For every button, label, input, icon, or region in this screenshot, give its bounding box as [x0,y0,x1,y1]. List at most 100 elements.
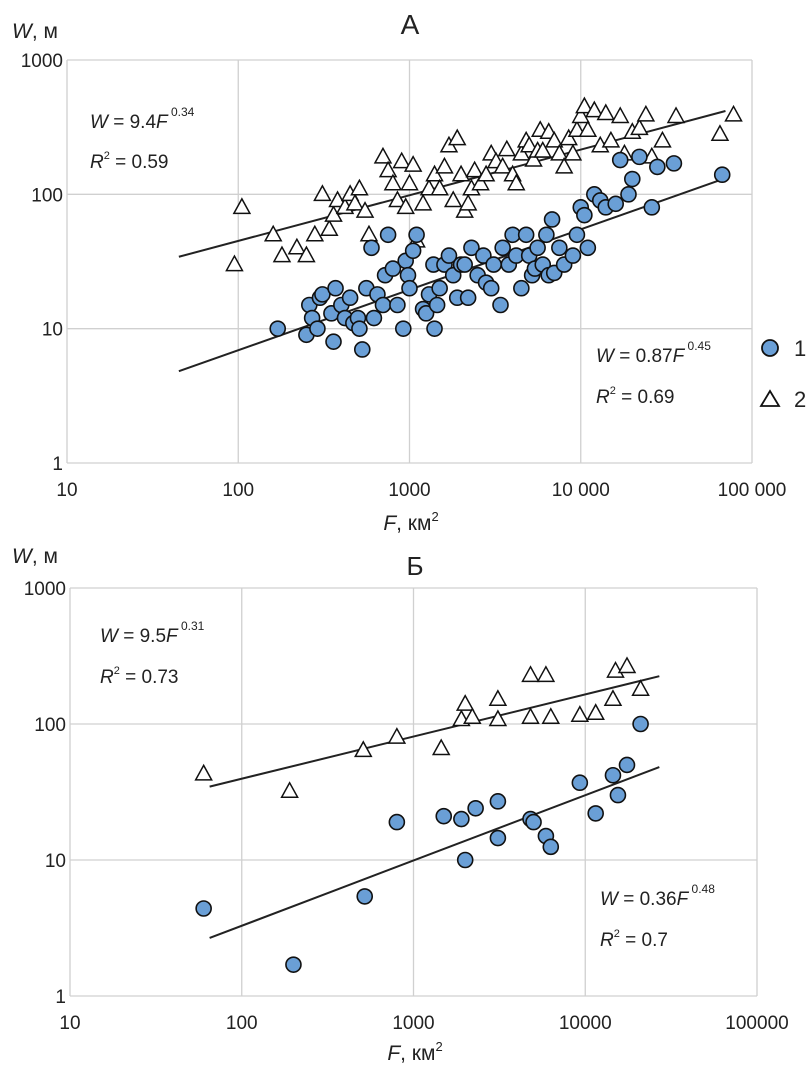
panel-a-data-point-triangle [378,160,398,178]
panel-a-x-tick-label: 100 000 [718,480,787,501]
panel-a-fit-equation-2: W = 9.4F 0.34 [90,105,195,133]
panel-a-data-point-triangle [435,156,454,174]
panel-b-axes: 10 100 1000 10000 100000 1 10 100 1000 [24,579,789,1034]
panel-a-data-point-triangle [493,156,512,174]
panel-b-data-point-triangle [617,656,637,674]
panel-b-data-point-triangle [387,727,407,744]
panel-a-data-point-circle [431,279,448,297]
panel-a-x-tick-label: 10 000 [552,480,610,501]
panel-b-data-point-triangle [431,738,451,756]
panel-b-data-point-triangle [521,665,540,683]
panel-a-data-point-triangle [465,160,484,178]
panel-a-data-point-circle [529,239,546,257]
panel-a-data-point-circle [269,320,287,337]
panel-b-data-point-triangle [521,707,540,725]
panel-a-y-tick-label: 10 [42,320,63,341]
panel-a-data-point-triangle [305,224,325,242]
panel-a-data-point-circle [351,320,368,337]
panel-b-x-tick-label: 100 [226,1013,258,1034]
panel-a-data-point-triangle [328,190,347,208]
panel-a-data-point-triangle [225,254,244,272]
panel-b-data-point-triangle [586,703,605,720]
panel-b-data-point-triangle [354,740,373,758]
panel-a-data-point-triangle [403,155,423,172]
panel-a-data-point-triangle [563,143,583,161]
panel-a-data-point-circle [517,226,535,244]
panel-b-data-point-circle [388,813,406,831]
panel-a-data-point-circle [643,199,661,216]
panel-a-data-point-triangle [355,201,375,218]
panel-a-data-point-triangle [550,143,569,161]
legend: 1 2 [759,336,806,412]
panel-a-data-point-triangle [400,173,419,191]
panel-a-data-point-triangle [559,128,578,146]
panel-a-x-tick-label: 10 [56,480,77,501]
panel-a-data-point-circle [620,186,637,203]
panel-a-data-point-circle [341,289,359,307]
panel-a-fit-r2-1: R2 = 0.69 [596,385,675,408]
panel-a-data-point-triangle [653,130,672,148]
panel-a-fit-equation-1: W = 0.87F 0.45 [596,339,711,367]
panel-a-data-point-circle [353,341,371,358]
panel-a-data-point-circle [485,256,502,273]
panel-a-data-point-triangle [373,146,393,164]
panel-a-data-point-triangle [232,197,252,215]
panel-a-data-point-circle [504,226,521,244]
panel-a-data-point-triangle [724,104,743,122]
panel-a-data-point-triangle [458,193,478,211]
panel-b-data-point-circle [195,900,212,917]
panel-a-data-point-circle [309,320,326,337]
panel-b-fit-equation-2: W = 9.5F 0.31 [100,619,205,647]
panel-a-data-point-circle [568,226,586,244]
panel-a-data-point-circle [404,242,422,260]
panel-a-data-point-circle [463,239,480,257]
panel-b-data-point-circle [285,956,302,973]
panel-a-data-point-circle [440,247,458,264]
panel-b-data-point-circle [632,715,649,733]
panel-a-y-tick-label: 1 [52,454,63,475]
panel-a-data-point-circle [363,239,380,257]
panel-a-data-point-circle [327,279,344,297]
panel-a-x-axis-label: F, км2 [383,509,438,535]
panel-a-data-point-circle [665,155,683,172]
panel-a-data-point-circle [564,247,582,264]
panel-a-data-point-triangle [392,151,411,169]
panel-a-data-point-circle [482,279,500,297]
panel-a-data-point-triangle [666,106,686,124]
panel-b-x-tick-label: 1000 [392,1013,434,1034]
panel-b-data-point-circle [489,793,507,810]
panel-a-data-point-circle [389,296,406,314]
panel-a-data-point-triangle [476,164,496,182]
panel-b-data-point-circle [571,774,589,792]
panel-a-data-point-circle [713,166,731,184]
panel-b-fit-line-1 [209,766,660,939]
panel-a-data-point-circle [649,158,666,176]
panel-a-data-point-circle [607,195,625,213]
panel-b-data-point-circle [604,766,622,784]
panel-a-data-point-circle [611,151,629,169]
panel-a-data-point-triangle [497,139,517,157]
panel-a-fit-r2-2: R2 = 0.59 [90,150,169,173]
panel-b-data-point-circle [435,807,453,825]
panel-a-data-point-circle [492,296,509,314]
panel-b: Б W, м F, км2 10 100 1000 10000 100000 1 10 100… [12,545,789,1065]
panel-a-data-point-circle [426,320,443,337]
panel-b-fit-r2-1: R2 = 0.7 [600,928,668,951]
legend-label-1: 1 [794,336,806,361]
panel-a-data-point-circle [394,320,412,337]
panel-a-axes: 10 100 1000 10 000 100 000 1 10 100 1000 [21,51,787,501]
panel-a-data-point-triangle [554,156,574,174]
panel-b-fit-line-2 [209,675,660,788]
panel-a-data-point-triangle [350,178,369,196]
legend-label-2: 2 [794,387,806,412]
panel-a-data-point-triangle [571,106,591,124]
panel-a: А W, м F, км2 10 100 1000 10 000 100 0001101… [12,9,786,535]
panel-b-data-point-triangle [488,709,508,727]
panel-a-x-tick-label: 1000 [388,480,430,501]
panel-a-data-point-triangle [319,219,339,236]
panel-a-data-point-triangle [443,190,463,208]
panel-a-data-point-triangle [447,128,467,146]
panel-a-data-point-triangle [512,143,531,161]
panel-b-data-point-triangle [463,707,482,725]
